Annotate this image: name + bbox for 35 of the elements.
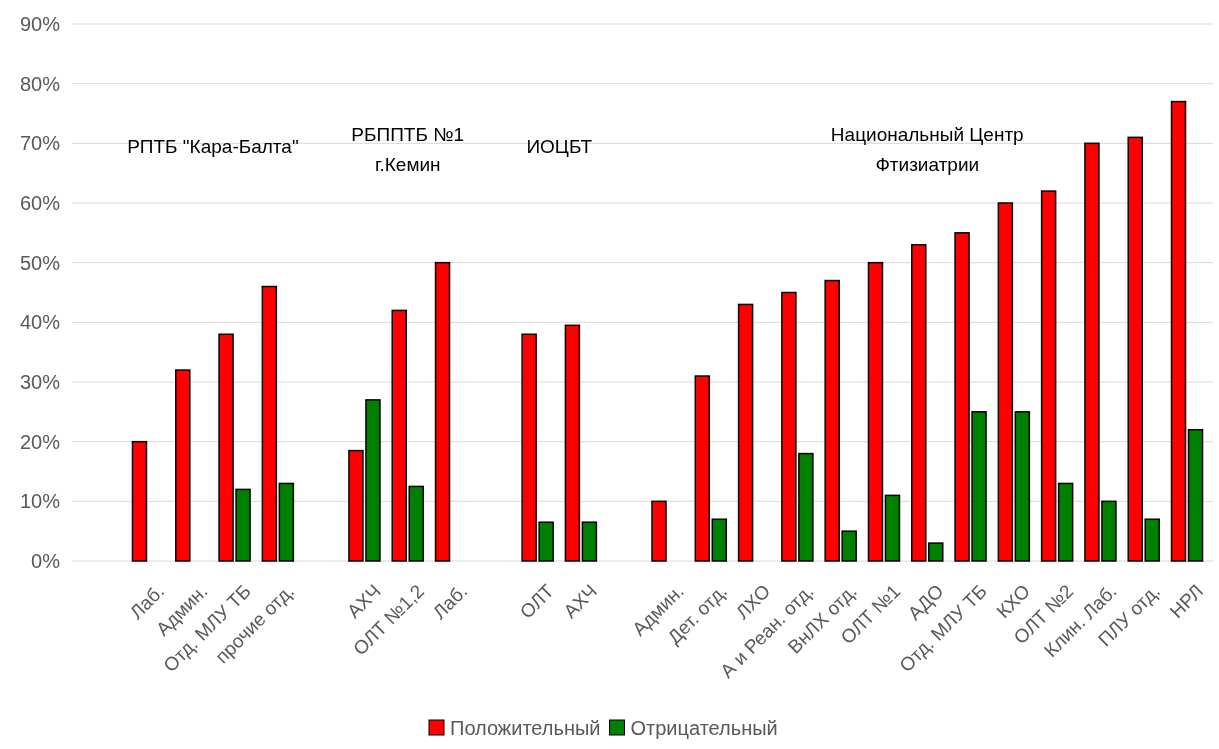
bar — [651, 500, 667, 562]
bar — [278, 482, 295, 562]
legend-label: Отрицательный — [630, 717, 778, 739]
bar — [581, 521, 598, 562]
bar — [737, 303, 754, 562]
y-tick-label: 30% — [19, 371, 61, 393]
y-tick-label: 0% — [31, 550, 61, 572]
annotation: Национальный Центр Фтизиатрии — [830, 123, 1024, 175]
annotation: РБППТБ №1 г.Кемин — [351, 123, 465, 175]
y-tick-label: 80% — [19, 72, 61, 95]
y-tick-label: 10% — [19, 490, 61, 513]
y-tick-label: 50% — [19, 251, 61, 274]
bar — [1170, 100, 1187, 562]
bar — [694, 375, 711, 562]
y-tick-label: 20% — [19, 430, 61, 453]
bar — [261, 285, 278, 562]
bar — [997, 202, 1014, 562]
y-tick-label: 40% — [19, 311, 61, 334]
y-tick-label: 90% — [19, 13, 61, 35]
bar — [1040, 190, 1057, 562]
bar — [1187, 428, 1204, 562]
bar — [1014, 411, 1031, 562]
annotation: ИОЦБТ — [526, 135, 593, 157]
bar — [564, 324, 581, 562]
bar — [175, 369, 191, 562]
y-tick-label: 60% — [19, 192, 61, 214]
bar — [884, 494, 901, 562]
legend-label: Положительный — [450, 717, 601, 739]
bar — [867, 261, 884, 562]
bar — [1057, 482, 1074, 562]
bar — [131, 440, 148, 562]
bar — [434, 261, 451, 562]
bar — [711, 518, 728, 562]
annotation: РПТБ "Кара-Балта" — [127, 135, 299, 157]
y-tick-label: 70% — [19, 132, 61, 155]
